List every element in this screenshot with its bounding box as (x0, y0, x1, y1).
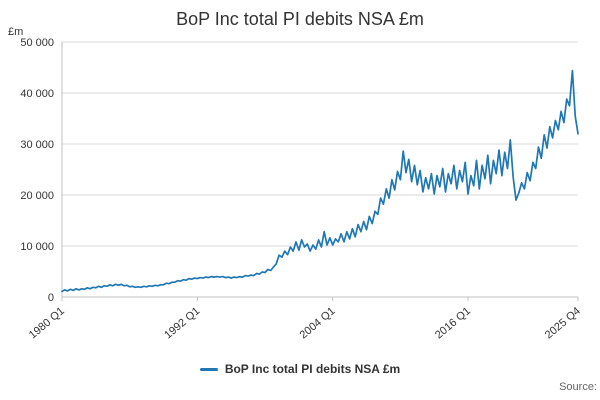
y-tick-label: 20 000 (20, 190, 54, 202)
legend-item[interactable]: BoP Inc total PI debits NSA £m (0, 362, 600, 376)
source-label: Source: (559, 381, 597, 393)
y-axis-unit-label: £m (8, 26, 24, 38)
y-tick-label: 40 000 (20, 88, 54, 100)
y-tick-label: 30 000 (20, 139, 54, 151)
x-tick-label: 1992 Q1 (162, 305, 202, 341)
x-tick-label: 1980 Q1 (27, 305, 67, 341)
x-tick-label: 2016 Q1 (433, 305, 473, 341)
y-tick-label: 0 (48, 292, 54, 304)
legend-line-marker (199, 367, 218, 371)
data-series-line[interactable] (61, 69, 579, 293)
line-chart: 0 10 000 20 000 30 000 40 000 50 000 1980 Q1 19… (20, 37, 583, 341)
y-tick-label: 10 000 (20, 241, 54, 253)
y-tick-label: 50 000 (20, 37, 54, 49)
x-tick-label: 2004 Q1 (298, 305, 338, 341)
x-tick-label: 2025 Q4 (543, 305, 583, 341)
chart-title: BoP Inc total PI debits NSA £m (176, 9, 424, 29)
legend-label: BoP Inc total PI debits NSA £m (224, 362, 401, 376)
